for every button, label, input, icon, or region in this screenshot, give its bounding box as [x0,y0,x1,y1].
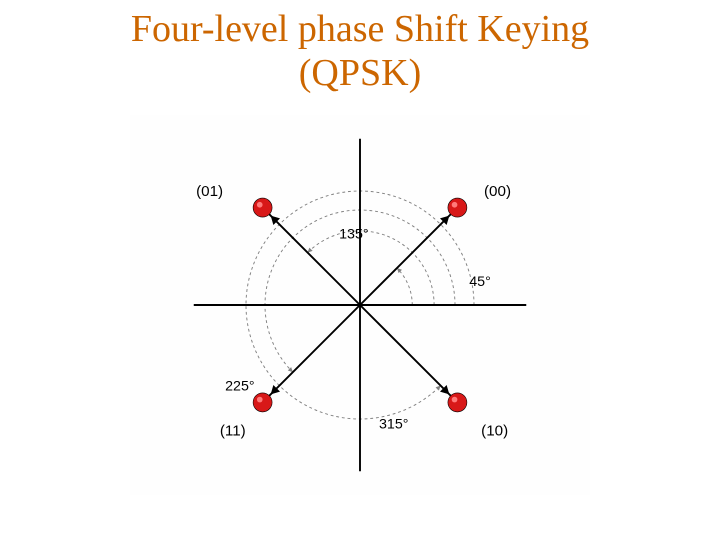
symbol-dot-highlight-p10 [452,397,458,403]
symbol-dot-p10 [448,393,467,412]
title-line-2: (QPSK) [299,52,421,94]
bits-label-p01: (01) [196,183,223,200]
slide-title: Four-level phase Shift Keying (QPSK) [0,8,720,95]
vector-p10 [360,305,457,402]
symbol-dot-p00 [448,198,467,217]
qpsk-constellation-figure: (00) (01) (11) (10) 45° 135° 225° 315° [130,115,590,495]
title-line-1: Four-level phase Shift Keying [131,8,589,50]
angle-label-0: 45° [469,274,491,290]
arc-arrow-315 [436,386,441,391]
vector-p01 [263,208,360,305]
angle-label-1: 135° [339,227,368,243]
bits-label-p00: (00) [484,183,511,200]
vector-p00 [360,208,457,305]
slide: Four-level phase Shift Keying (QPSK) (00… [0,0,720,540]
symbol-dot-highlight-p11 [257,397,263,403]
qpsk-svg: (00) (01) (11) (10) 45° 135° 225° 315° [130,115,590,495]
angle-label-2: 225° [225,379,254,395]
bits-label-p10: (10) [481,423,508,440]
arc-arrow-135 [308,248,313,253]
symbol-dot-highlight-p01 [257,202,263,208]
symbol-dot-p11 [253,393,272,412]
arc-45 [397,268,412,305]
symbol-dot-p01 [253,198,272,217]
angle-label-3: 315° [379,417,408,433]
bits-label-p11: (11) [220,423,246,440]
vector-p11 [263,305,360,402]
symbol-dot-highlight-p00 [452,202,458,208]
